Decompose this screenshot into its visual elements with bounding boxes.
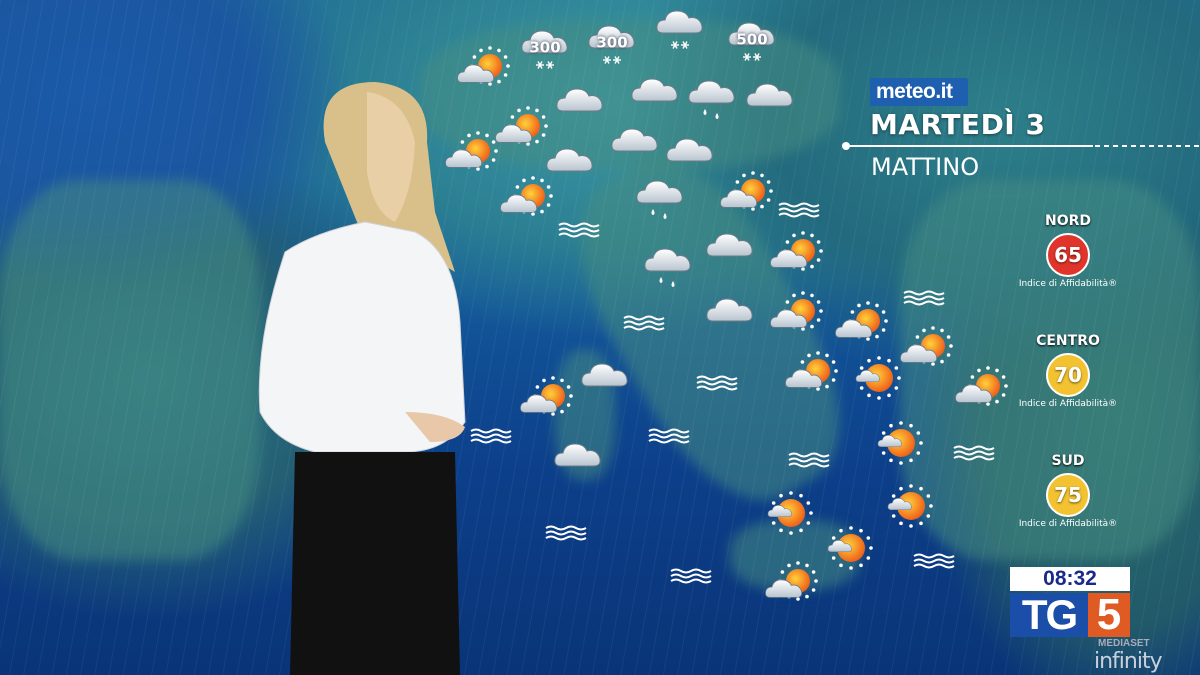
sea-waves-icon <box>469 427 515 449</box>
presenter <box>258 82 466 675</box>
cloud-icon <box>553 81 607 119</box>
cloud-icon <box>703 291 757 329</box>
sea-waves-icon <box>787 451 833 473</box>
sun-cloud-icon <box>492 106 548 154</box>
cloud-icon <box>578 356 632 394</box>
reliability-label: Indice di Affidabilità® <box>1018 279 1118 289</box>
cloud-icon <box>608 121 662 159</box>
snow-level-label: 500 <box>736 30 768 49</box>
reliability-label: Indice di Affidabilità® <box>1018 519 1118 529</box>
meteo-logo-label: meteo.it <box>876 80 953 103</box>
reliability-centro: CENTRO 70 Indice di Affidabilità® <box>1013 333 1123 410</box>
cloud-icon <box>663 131 717 169</box>
snow-cloud-icon <box>585 18 639 72</box>
tg5-logo-number: 5 <box>1088 593 1130 637</box>
sea-waves-icon <box>777 201 823 223</box>
region-name: SUD <box>1051 453 1085 469</box>
snow-cloud-icon <box>725 15 779 69</box>
cloud-icon <box>743 76 797 114</box>
sun-cloud-icon <box>767 231 823 279</box>
sun-cloud-icon <box>875 420 925 470</box>
cloud-icon <box>551 436 605 474</box>
mediaset-label: MEDIASET <box>1098 638 1150 649</box>
sun-cloud-icon <box>517 376 573 424</box>
snow-cloud-icon <box>518 23 572 77</box>
sea-waves-icon <box>952 444 998 466</box>
cloud-icon <box>543 141 597 179</box>
sea-waves-icon <box>669 567 715 589</box>
cloud-icon <box>628 71 682 109</box>
meteo-logo-text: meteo.it <box>876 78 953 106</box>
reliability-nord: NORD 65 Indice di Affidabilità® <box>1013 213 1123 290</box>
rain-cloud-icon <box>641 241 695 295</box>
land-west <box>0 180 260 560</box>
sun-cloud-icon <box>765 490 815 540</box>
region-name: CENTRO <box>1036 333 1100 349</box>
sun-cloud-icon <box>497 176 553 224</box>
divider <box>843 145 1200 147</box>
sun-cloud-icon <box>442 131 498 179</box>
clock: 08:32 <box>1010 567 1130 591</box>
divider-dot <box>842 142 850 150</box>
forecast-period: MATTINO <box>871 153 980 181</box>
cloud-icon <box>703 226 757 264</box>
rain-cloud-icon <box>633 173 687 227</box>
rain-cloud-icon <box>685 73 739 127</box>
sun-cloud-icon <box>454 46 510 94</box>
sea-waves-icon <box>557 221 603 243</box>
tg-logo: TG <box>1010 593 1088 637</box>
reliability-score: 70 <box>1046 353 1090 397</box>
snow-cloud-icon <box>653 3 707 57</box>
sea-waves-icon <box>622 314 668 336</box>
divider-dashed <box>1095 145 1200 147</box>
sea-waves-icon <box>695 374 741 396</box>
sun-cloud-icon <box>762 561 818 609</box>
forecast-day: MARTEDÌ 3 <box>870 108 1046 141</box>
sun-cloud-icon <box>717 171 773 219</box>
reliability-score: 65 <box>1046 233 1090 277</box>
reliability-label: Indice di Affidabilità® <box>1018 399 1118 409</box>
sea-waves-icon <box>647 427 693 449</box>
snow-level-label: 300 <box>529 38 561 57</box>
sun-cloud-icon <box>853 355 903 405</box>
sun-cloud-icon <box>832 301 888 349</box>
sea-waves-icon <box>544 524 590 546</box>
reliability-score: 75 <box>1046 473 1090 517</box>
reliability-sud: SUD 75 Indice di Affidabilità® <box>1013 453 1123 530</box>
sun-cloud-icon <box>825 525 875 575</box>
snow-level-label: 300 <box>596 33 628 52</box>
sun-cloud-icon <box>767 291 823 339</box>
meteo-logo <box>870 78 968 106</box>
sun-cloud-icon <box>897 326 953 374</box>
infinity-logo: infinity <box>1094 649 1163 674</box>
sun-cloud-icon <box>782 351 838 399</box>
sea-waves-icon <box>902 289 948 311</box>
region-name: NORD <box>1044 213 1092 229</box>
sun-cloud-icon <box>885 483 935 533</box>
sun-cloud-icon <box>952 366 1008 414</box>
sea-waves-icon <box>912 552 958 574</box>
